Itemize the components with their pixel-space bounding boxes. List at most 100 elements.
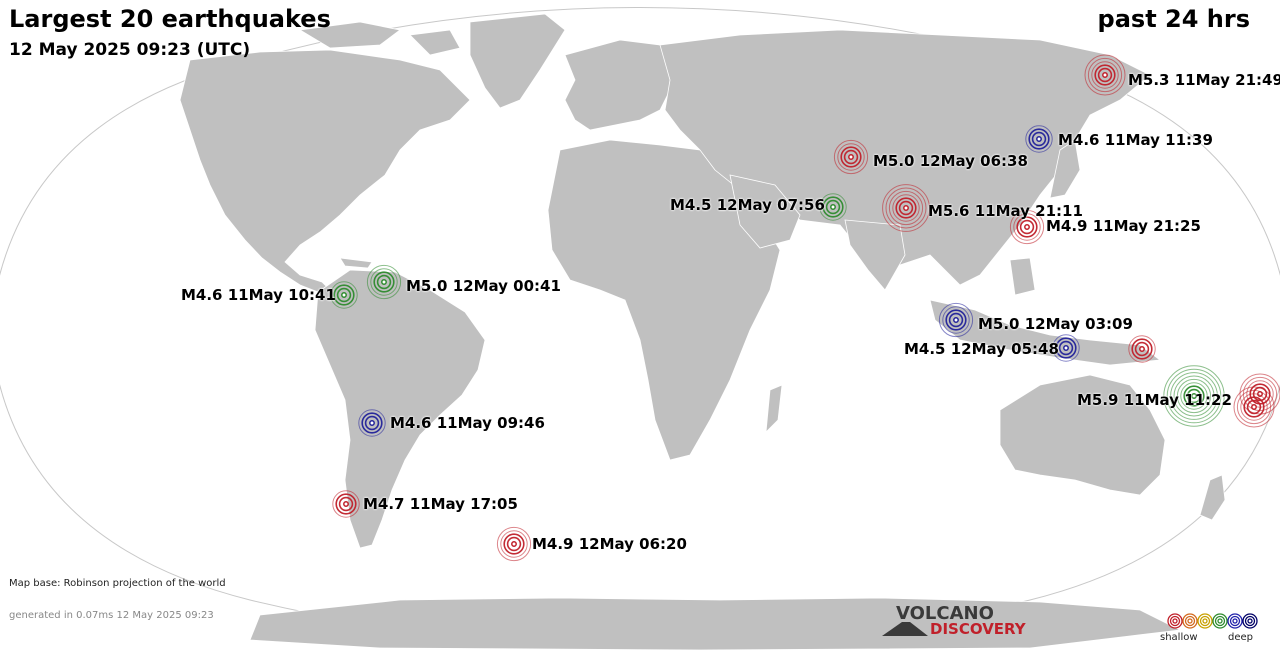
marker-ring	[822, 196, 844, 218]
marker-ring	[1166, 368, 1222, 424]
marker-ring	[338, 496, 354, 512]
earthquake-label[interactable]: M4.9 12May 06:20	[532, 535, 687, 553]
marker-ring	[948, 312, 964, 328]
marker-ring	[840, 146, 862, 168]
earthquake-label[interactable]: M5.0 12May 06:38	[873, 152, 1028, 170]
generated-note: generated in 0.07ms 12 May 2025 09:23	[9, 610, 214, 621]
earthquake-label[interactable]: M5.0 12May 00:41	[406, 277, 561, 295]
marker-center	[343, 501, 349, 507]
legend-ring	[1182, 613, 1198, 629]
earthquake-marker[interactable]	[1163, 365, 1225, 427]
marker-center	[1139, 346, 1145, 352]
period-label: past 24 hrs	[1097, 5, 1250, 33]
earthquake-marker[interactable]	[938, 302, 974, 338]
earthquake-markers	[330, 54, 1280, 562]
marker-ring	[1091, 61, 1119, 89]
marker-ring	[1236, 389, 1272, 425]
earthquake-label[interactable]: M4.7 11May 17:05	[363, 495, 518, 513]
marker-ring	[364, 415, 380, 431]
earthquake-marker[interactable]	[1025, 125, 1053, 153]
earthquake-label[interactable]: M4.6 11May 11:39	[1058, 131, 1213, 149]
earthquake-marker[interactable]	[330, 281, 358, 309]
marker-ring	[1025, 125, 1053, 153]
legend-ring	[1242, 613, 1258, 629]
map-timestamp: 12 May 2025 09:23 (UTC)	[9, 40, 251, 60]
earthquake-label[interactable]: M5.6 11May 21:11	[928, 202, 1083, 220]
marker-ring	[1246, 399, 1262, 415]
marker-ring	[1055, 337, 1077, 359]
legend-ring	[1247, 618, 1253, 624]
marker-ring	[366, 264, 402, 300]
marker-center	[953, 317, 959, 323]
asia	[659, 29, 1151, 286]
earthquake-label[interactable]: M4.5 12May 07:56	[670, 196, 825, 214]
legend-ring	[1227, 613, 1243, 629]
marker-ring	[1013, 213, 1041, 241]
marker-center	[381, 279, 387, 285]
marker-ring	[1170, 372, 1218, 420]
logo-line1: VOLCANO	[896, 603, 994, 624]
earthquake-marker[interactable]	[882, 184, 930, 232]
map-title: Largest 20 earthquakes	[9, 5, 331, 33]
marker-ring	[503, 533, 525, 555]
legend-ring	[1184, 615, 1196, 627]
earthquake-marker[interactable]	[1084, 54, 1126, 96]
earthquake-label[interactable]: M4.5 12May 05:48	[904, 340, 1059, 358]
indonesia	[929, 299, 1162, 366]
marker-ring	[1084, 54, 1126, 96]
marker-center	[1251, 404, 1257, 410]
earthquake-marker[interactable]	[819, 193, 847, 221]
legend-deep: deep	[1228, 632, 1253, 643]
marker-ring	[819, 193, 847, 221]
earthquake-marker[interactable]	[366, 264, 402, 300]
marker-ring	[1243, 396, 1265, 418]
marker-ring	[1173, 375, 1215, 417]
marker-ring	[892, 194, 920, 222]
marker-ring	[942, 306, 970, 334]
marker-ring	[330, 281, 358, 309]
volcano-discovery-logo[interactable]: VOLCANO DISCOVERY	[880, 603, 1040, 640]
marker-center	[511, 541, 517, 547]
marker-ring	[376, 274, 392, 290]
earthquake-marker[interactable]	[1009, 209, 1045, 245]
marker-center	[830, 204, 836, 210]
earthquake-label[interactable]: M4.6 11May 10:41	[181, 286, 336, 304]
earthquake-label[interactable]: M4.9 11May 21:25	[1046, 217, 1201, 235]
marker-ring	[1186, 388, 1202, 404]
marker-ring	[1031, 131, 1047, 147]
earthquake-marker[interactable]	[1233, 386, 1275, 428]
marker-ring	[361, 412, 383, 434]
marker-center	[848, 154, 854, 160]
earthquake-marker[interactable]	[496, 526, 532, 562]
marker-ring	[1233, 386, 1275, 428]
legend-ring	[1169, 615, 1181, 627]
map-base-note: Map base: Robinson projection of the wor…	[9, 578, 226, 589]
marker-ring	[938, 302, 974, 338]
greenland	[469, 13, 566, 109]
earthquake-label[interactable]: M4.6 11May 09:46	[390, 414, 545, 432]
marker-ring	[333, 284, 355, 306]
earthquake-marker[interactable]	[833, 139, 869, 175]
marker-ring	[1180, 382, 1208, 410]
marker-center	[1102, 72, 1108, 78]
marker-ring	[825, 199, 841, 215]
marker-ring	[1131, 338, 1153, 360]
marker-ring	[885, 187, 927, 229]
earthquake-label[interactable]: M5.0 12May 03:09	[978, 315, 1133, 333]
legend-ring	[1214, 615, 1226, 627]
marker-ring	[500, 530, 528, 558]
earthquake-marker[interactable]	[1128, 335, 1156, 363]
marker-ring	[837, 143, 865, 171]
earthquake-marker[interactable]	[332, 490, 360, 518]
antarctica	[249, 597, 1182, 650]
earthquake-label[interactable]: M5.3 11May 21:49	[1128, 71, 1280, 89]
earthquake-label[interactable]: M5.9 11May 11:22	[1077, 391, 1232, 409]
marker-ring	[945, 309, 967, 331]
marker-ring	[888, 190, 924, 226]
earthquake-marker[interactable]	[1052, 334, 1080, 362]
marker-center	[903, 205, 909, 211]
marker-ring	[1087, 57, 1123, 93]
marker-ring	[358, 409, 386, 437]
earthquake-marker[interactable]	[358, 409, 386, 437]
